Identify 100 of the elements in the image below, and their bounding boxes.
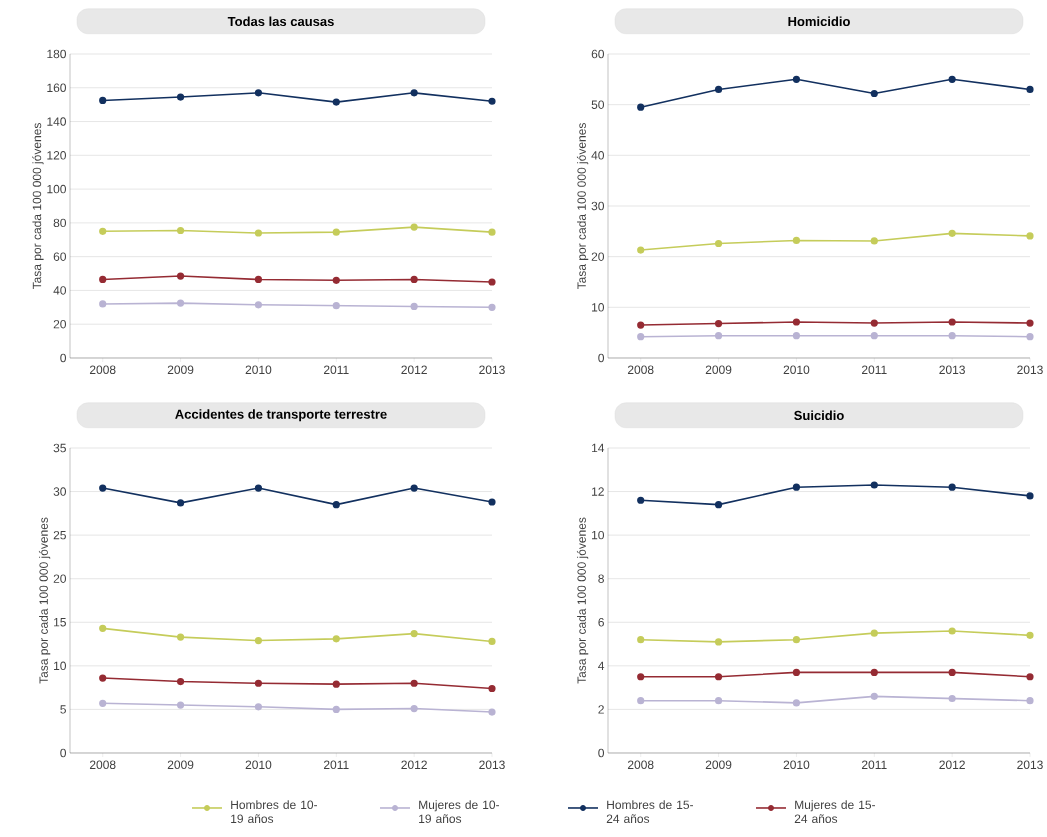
point — [714, 697, 723, 705]
point — [792, 236, 801, 245]
x-tick-label: 2011 — [861, 760, 887, 770]
point — [792, 699, 801, 707]
point — [254, 679, 263, 687]
point — [176, 226, 185, 235]
point — [99, 484, 107, 492]
y-tick-label: 8 — [598, 574, 604, 583]
legend-label: Mujeres de 15-24 años — [794, 800, 876, 823]
x-tick-label: 2012 — [939, 760, 965, 770]
y-axis-title: Tasa por cada 100 000 jóvenes — [32, 123, 44, 290]
x-tick-label: 2011 — [323, 365, 349, 375]
y-tick-label: 0 — [598, 353, 605, 363]
chart-title: Suicidio — [794, 410, 844, 421]
point — [410, 630, 418, 638]
point — [870, 89, 878, 98]
point — [254, 89, 263, 97]
y-tick-label: 120 — [47, 151, 67, 160]
x-tick-label: 2013 — [939, 365, 965, 375]
point — [714, 239, 723, 248]
point — [176, 633, 185, 641]
y-axis-title: Tasa por cada 100 000 jóvenes — [576, 517, 589, 684]
point — [714, 673, 723, 681]
point — [870, 629, 878, 637]
y-tick-label: 20 — [53, 574, 67, 583]
point — [254, 229, 263, 237]
y-tick-label: 12 — [592, 487, 604, 496]
point — [792, 668, 801, 676]
point — [176, 701, 185, 709]
point — [948, 483, 956, 491]
x-tick-label: 2010 — [245, 760, 272, 770]
point — [176, 677, 185, 686]
y-tick-label: 30 — [591, 201, 605, 211]
point — [948, 229, 956, 237]
point — [948, 627, 956, 635]
y-tick-label: 40 — [591, 151, 605, 160]
point — [637, 636, 645, 644]
point — [176, 93, 185, 101]
x-tick-label: 2011 — [323, 760, 349, 770]
point — [488, 303, 496, 311]
point — [488, 228, 496, 236]
x-tick-label: 2009 — [167, 760, 194, 770]
point — [948, 318, 956, 326]
y-tick-label: 180 — [47, 49, 67, 59]
point — [332, 501, 340, 509]
x-tick-label: 2013 — [479, 760, 505, 770]
y-tick-label: 15 — [54, 618, 66, 627]
point — [870, 692, 878, 700]
point — [99, 227, 107, 235]
y-tick-label: 0 — [60, 353, 67, 363]
point — [410, 484, 418, 492]
point — [254, 484, 263, 492]
x-tick-label: 2012 — [401, 365, 427, 375]
point — [176, 499, 185, 507]
point — [1026, 492, 1034, 500]
x-tick-label: 2013 — [479, 365, 505, 375]
y-tick-label: 30 — [53, 487, 67, 496]
point — [99, 275, 107, 284]
point — [792, 636, 801, 644]
point — [410, 704, 418, 713]
point — [488, 278, 496, 286]
point — [948, 694, 956, 703]
point — [1026, 631, 1034, 639]
y-tick-label: 10 — [592, 530, 605, 540]
y-tick-label: 0 — [60, 748, 67, 758]
point — [488, 708, 496, 716]
chart-title: Accidentes de transporte terrestre — [175, 409, 387, 422]
point — [714, 638, 723, 646]
x-tick-label: 2010 — [783, 760, 810, 770]
point — [410, 302, 418, 311]
y-tick-label: 5 — [60, 705, 66, 714]
point — [714, 85, 723, 94]
y-axis-title: Tasa por cada 100 000 jóvenes — [38, 517, 51, 684]
x-tick-label: 2013 — [1017, 760, 1043, 770]
y-tick-label: 20 — [53, 319, 67, 329]
point — [1026, 319, 1034, 327]
y-tick-label: 20 — [591, 252, 605, 261]
point — [637, 321, 645, 329]
point — [870, 481, 878, 489]
point — [637, 103, 645, 111]
point — [637, 246, 645, 254]
point — [714, 501, 723, 509]
x-tick-label: 2008 — [89, 365, 116, 375]
legend-label: Hombres de 15-24 años — [606, 800, 694, 823]
x-tick-label: 2010 — [245, 365, 272, 375]
point — [332, 680, 340, 688]
point — [99, 624, 107, 632]
x-tick-label: 2013 — [1017, 365, 1043, 375]
point — [870, 332, 878, 340]
point — [870, 237, 878, 245]
point — [488, 97, 496, 105]
y-tick-label: 60 — [591, 49, 605, 59]
point — [332, 98, 340, 106]
point — [410, 275, 418, 284]
y-tick-label: 80 — [53, 218, 67, 228]
point — [254, 703, 263, 711]
point — [410, 223, 418, 231]
point — [332, 705, 340, 714]
point — [488, 498, 496, 506]
y-tick-label: 14 — [592, 443, 605, 453]
